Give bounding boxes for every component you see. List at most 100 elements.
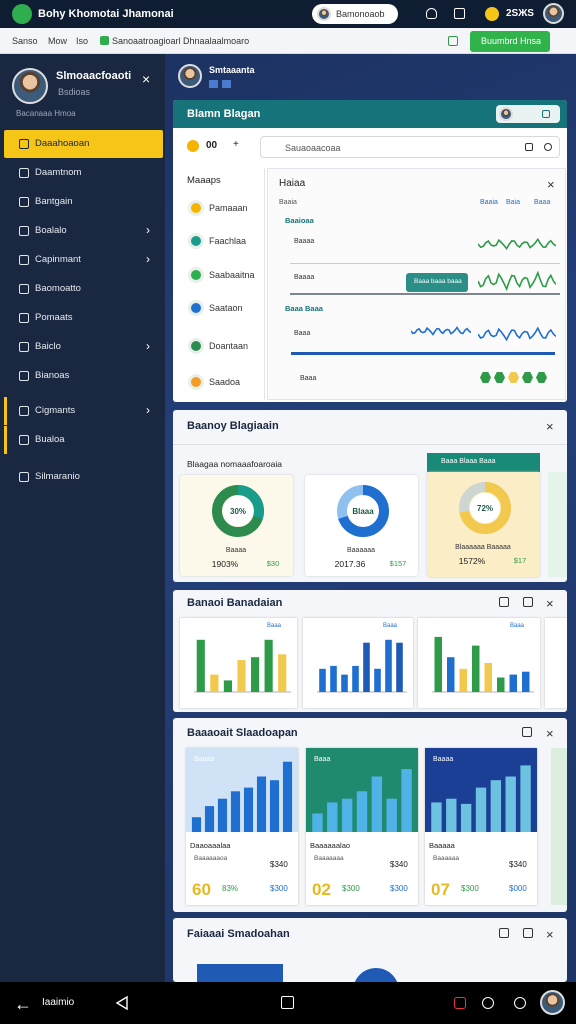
hex-icon	[480, 372, 491, 383]
close-button[interactable]: ×	[547, 177, 555, 192]
filter-dot	[187, 140, 199, 152]
avatar	[499, 107, 513, 121]
card-sub: Baaaaaaa	[314, 855, 344, 862]
bar-chart	[317, 639, 407, 693]
bar	[386, 798, 397, 832]
search-box[interactable]: Sauaoaacoaa	[260, 136, 560, 158]
bar	[191, 817, 202, 832]
card-name: Baaaaaalao	[310, 841, 351, 850]
back-arrow[interactable]: ←	[14, 994, 32, 1014]
bottom-nav: ← Iaaimio	[0, 982, 576, 1024]
list-icon	[188, 267, 204, 283]
menu-item[interactable]: Daaahoaoan	[4, 130, 163, 158]
menu-label: Baomoatto	[35, 283, 81, 294]
bar	[217, 798, 228, 832]
breadcrumb-bar: Sanso Mow Iso Sanoaatroagioarl Dhnaalaalmoa…	[0, 28, 576, 54]
avatar	[178, 64, 202, 88]
bar	[204, 806, 215, 832]
badge	[222, 80, 231, 88]
panel-title: Blamn Blagan	[187, 108, 261, 120]
list-item[interactable]: Saataon	[209, 303, 243, 313]
sparkline-path	[478, 237, 556, 251]
menu-item[interactable]: Pomaats	[4, 304, 163, 332]
breadcrumb-item[interactable]: Sanso	[12, 36, 38, 46]
bar-chart	[186, 748, 298, 832]
bar-chart	[194, 639, 291, 693]
menu-item[interactable]: Boalalo ›	[4, 217, 163, 245]
sparkline-path	[411, 326, 471, 336]
panel-cards: Baaaoait Slaadoapan × Baaaa Daaoaaalaa Baaaa…	[173, 718, 567, 912]
logo	[12, 4, 32, 24]
donut-card: 72% Blaaaaaa Baaaaa 1572% $17	[427, 472, 540, 577]
search-pill[interactable]: Bamonoaob	[312, 4, 398, 24]
nav-back	[115, 995, 128, 1011]
sparkline-path	[478, 326, 556, 342]
bar	[223, 680, 232, 692]
hex-icon	[508, 372, 519, 383]
close-button[interactable]: ×	[142, 71, 151, 87]
detail-link[interactable]: Baaia	[480, 199, 498, 206]
menu-item[interactable]: Bantgain	[4, 188, 163, 216]
detail-link[interactable]: Baia	[506, 199, 521, 206]
icon	[448, 36, 458, 46]
avatar[interactable]	[543, 3, 564, 24]
primary-button[interactable]: Buumbrd Hnsa	[470, 31, 550, 52]
donut-amount: 1903%	[211, 559, 239, 569]
close-button[interactable]: ×	[546, 419, 554, 434]
list-item[interactable]: Saadoa	[209, 377, 241, 387]
icon	[19, 342, 29, 352]
menu-item[interactable]: Capinmant ›	[4, 246, 163, 274]
submenu-arrow: ›	[146, 339, 150, 353]
chart-label: Baaa	[314, 756, 331, 763]
card-price: $340	[509, 860, 527, 869]
list-icon	[188, 338, 204, 354]
card-price: $340	[390, 860, 408, 869]
donut-name: Baaaaaa	[346, 547, 376, 554]
list-item[interactable]: Faachlaa	[209, 236, 247, 246]
icon	[19, 406, 29, 416]
breadcrumb-item[interactable]: Mow	[48, 36, 68, 46]
detail-link[interactable]: Baaa	[534, 199, 551, 206]
detail-button[interactable]: Baaa baaa baaa	[406, 273, 468, 292]
avatar[interactable]	[540, 990, 565, 1015]
bar	[327, 802, 338, 832]
bar	[352, 665, 359, 692]
filter-value: 00	[206, 140, 218, 151]
bar	[319, 668, 326, 692]
bar	[363, 642, 370, 692]
nav-label: Iaaimio	[42, 997, 75, 1008]
partial-card	[545, 618, 567, 708]
submenu-arrow: ›	[146, 223, 150, 237]
icon	[523, 928, 533, 938]
close-button[interactable]: ×	[546, 596, 554, 611]
avatar	[317, 7, 331, 21]
category-list: Maaaps Pamaaan Faachlaa Saabaaitna Saataon Do…	[175, 168, 265, 400]
close-button[interactable]: ×	[546, 726, 554, 741]
breadcrumb-item[interactable]: Sanoaatroagioarl Dhnaalaalmoaro	[112, 36, 250, 46]
status: Bacanaaa Hmoa	[16, 109, 76, 118]
menu-item[interactable]: Daamtnom	[4, 159, 163, 187]
list-item[interactable]: Saabaaitna	[209, 270, 255, 280]
list-item[interactable]: Doantaan	[209, 341, 249, 351]
donut-arc	[337, 485, 389, 537]
bar	[484, 663, 492, 692]
bar	[509, 674, 517, 692]
menu-item[interactable]: Bualoa	[4, 426, 163, 454]
menu-label: Capinmant	[35, 254, 81, 265]
menu-label: Bualoa	[35, 434, 65, 445]
close-button[interactable]: ×	[546, 927, 554, 942]
donut-center: 72%	[476, 504, 494, 513]
bar	[330, 665, 337, 692]
bar	[385, 639, 392, 692]
menu-item[interactable]: Bianoas	[4, 362, 163, 390]
icon	[19, 435, 29, 445]
donut-change: $30	[266, 559, 280, 568]
donut-hole	[348, 496, 378, 526]
menu-item[interactable]: Baiclo ›	[4, 333, 163, 361]
menu-item[interactable]: Cigmants ›	[4, 397, 163, 425]
list-item[interactable]: Pamaaan	[209, 203, 248, 213]
breadcrumb-item[interactable]: Iso	[76, 36, 89, 46]
chart-stub	[353, 968, 399, 982]
menu-item[interactable]: Silmaranio	[4, 463, 163, 491]
menu-item[interactable]: Baomoatto	[4, 275, 163, 303]
